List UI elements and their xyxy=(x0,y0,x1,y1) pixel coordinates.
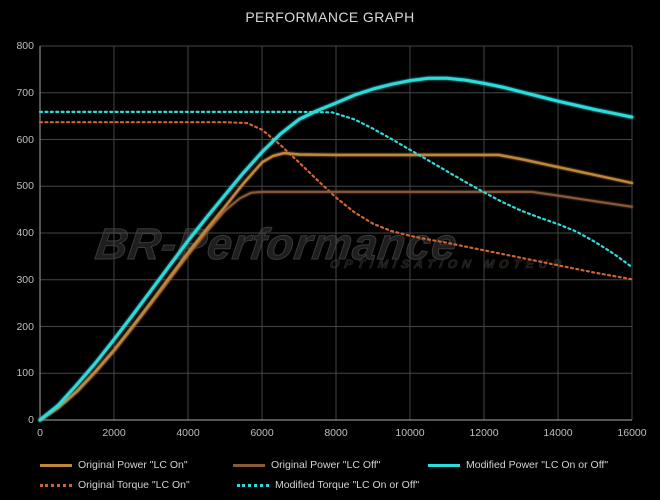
plot-area: BR-Performance OPTIMISATION MOTEUR 0 100 2… xyxy=(16,40,647,439)
y-tick-label: 600 xyxy=(16,133,34,146)
y-tick-label: 300 xyxy=(16,273,34,286)
y-tick-label: 400 xyxy=(16,227,34,239)
legend-item-original-power-lc-on: Original Power "LC On" xyxy=(40,459,188,471)
legend: Original Power "LC On" Original Power "L… xyxy=(0,450,660,500)
legend-swatch-original-power-lc-off xyxy=(233,463,265,467)
x-tick-label: 8000 xyxy=(324,427,348,439)
y-tick-label: 700 xyxy=(16,86,34,99)
legend-item-modified-torque: Modified Torque "LC On or Off" xyxy=(237,479,419,491)
legend-label-original-torque: Original Torque "LC On" xyxy=(78,479,190,491)
legend-label-original-power-lc-on: Original Power "LC On" xyxy=(78,459,188,471)
legend-label-original-power-lc-off: Original Power "LC Off" xyxy=(271,459,381,471)
legend-swatch-original-power-lc-on xyxy=(40,463,72,467)
legend-item-original-power-lc-off: Original Power "LC Off" xyxy=(233,459,380,471)
series-line-0 xyxy=(38,151,634,422)
legend-swatch-modified-power xyxy=(428,463,460,467)
y-tick-label: 0 xyxy=(28,414,34,426)
x-tick-label: 4000 xyxy=(176,427,200,439)
x-tick-label: 0 xyxy=(37,427,43,439)
chart-title: PERFORMANCE GRAPH xyxy=(245,9,415,25)
y-tick-label: 800 xyxy=(16,40,34,52)
series-line-3 xyxy=(38,121,634,281)
y-tick-label: 100 xyxy=(16,367,34,380)
x-tick-label: 12000 xyxy=(469,427,499,439)
x-tick-label: 14000 xyxy=(543,427,573,439)
legend-label-modified-power: Modified Power "LC On or Off" xyxy=(466,459,609,471)
y-tick-label: 200 xyxy=(16,320,34,333)
legend-swatch-original-torque xyxy=(40,483,72,487)
legend-swatch-modified-torque xyxy=(237,483,269,487)
legend-label-modified-torque: Modified Torque "LC On or Off" xyxy=(275,479,420,491)
x-tick-label: 16000 xyxy=(617,427,647,439)
series-line-2 xyxy=(38,76,634,422)
x-tick-label: 2000 xyxy=(102,427,126,439)
legend-item-modified-power: Modified Power "LC On or Off" xyxy=(428,459,608,471)
chart-canvas xyxy=(38,45,634,422)
legend-item-original-torque: Original Torque "LC On" xyxy=(40,479,190,491)
x-tick-label: 6000 xyxy=(250,427,274,439)
x-tick-label: 10000 xyxy=(395,427,425,439)
series-line-4 xyxy=(38,110,634,269)
y-tick-label: 500 xyxy=(16,180,34,193)
